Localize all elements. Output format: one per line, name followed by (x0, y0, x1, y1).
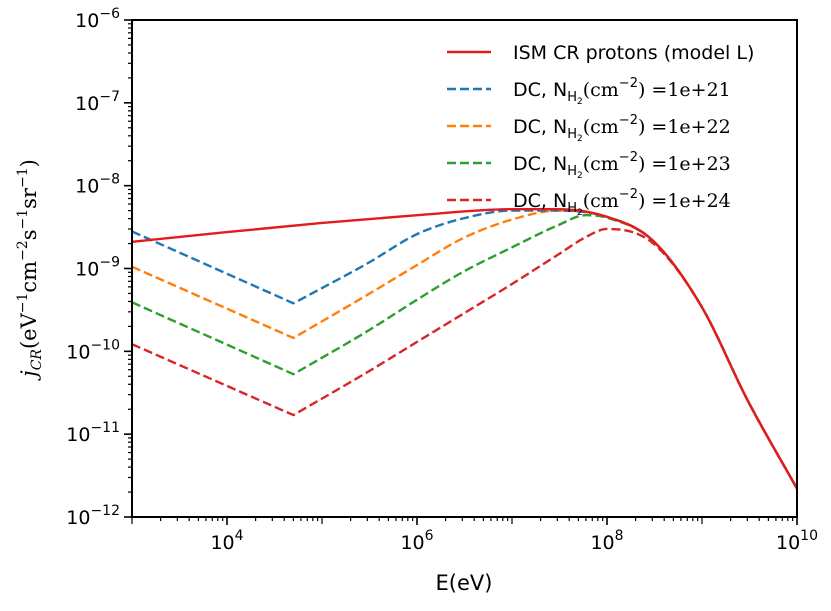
y-tick-label: 10−7 (75, 89, 120, 115)
y-tick-label: 10−12 (66, 503, 120, 529)
y-tick-label: 10−10 (66, 337, 120, 363)
y-axis-label-units: (eV−1cm−2s−1sr−1) (15, 159, 41, 349)
y-axis-label-subscript: CR (29, 349, 45, 371)
y-tick-label: 10−8 (75, 172, 120, 198)
tick-labels: 104 106 108 1010 10−12 10−11 10−10 10−9 10−8 10−7… (66, 6, 818, 554)
x-axis-label: E(eV) (436, 571, 493, 595)
series-line-1 (132, 207, 797, 490)
legend-label-4: DC, NH2(cm−2) =1e+23 (513, 150, 731, 181)
major-ticks (124, 19, 798, 525)
legend: ISM CR protons (model L) DC, NH2(cm−2) =1… (447, 42, 754, 218)
y-tick-label: 10−9 (75, 255, 120, 281)
legend-label-3: DC, NH2(cm−2) =1e+22 (513, 113, 731, 144)
legend-label-5: DC, NH2(cm−2) =1e+24 (513, 187, 731, 218)
y-tick-label: 10−6 (75, 6, 120, 32)
x-tick-label: 104 (210, 528, 243, 554)
y-tick-label: 10−11 (66, 420, 120, 446)
x-tick-label: 106 (400, 528, 433, 554)
y-axis-label-symbol: j (17, 370, 41, 381)
y-axis-label: jCR(eV−1cm−2s−1sr−1) (15, 159, 45, 381)
series-lines (132, 207, 797, 490)
legend-label-2: DC, NH2(cm−2) =1e+21 (513, 76, 731, 107)
x-tick-label: 1010 (776, 528, 818, 554)
plot-frame (131, 19, 798, 518)
legend-label-1: ISM CR protons (model L) (513, 42, 754, 64)
x-tick-label: 108 (590, 528, 623, 554)
